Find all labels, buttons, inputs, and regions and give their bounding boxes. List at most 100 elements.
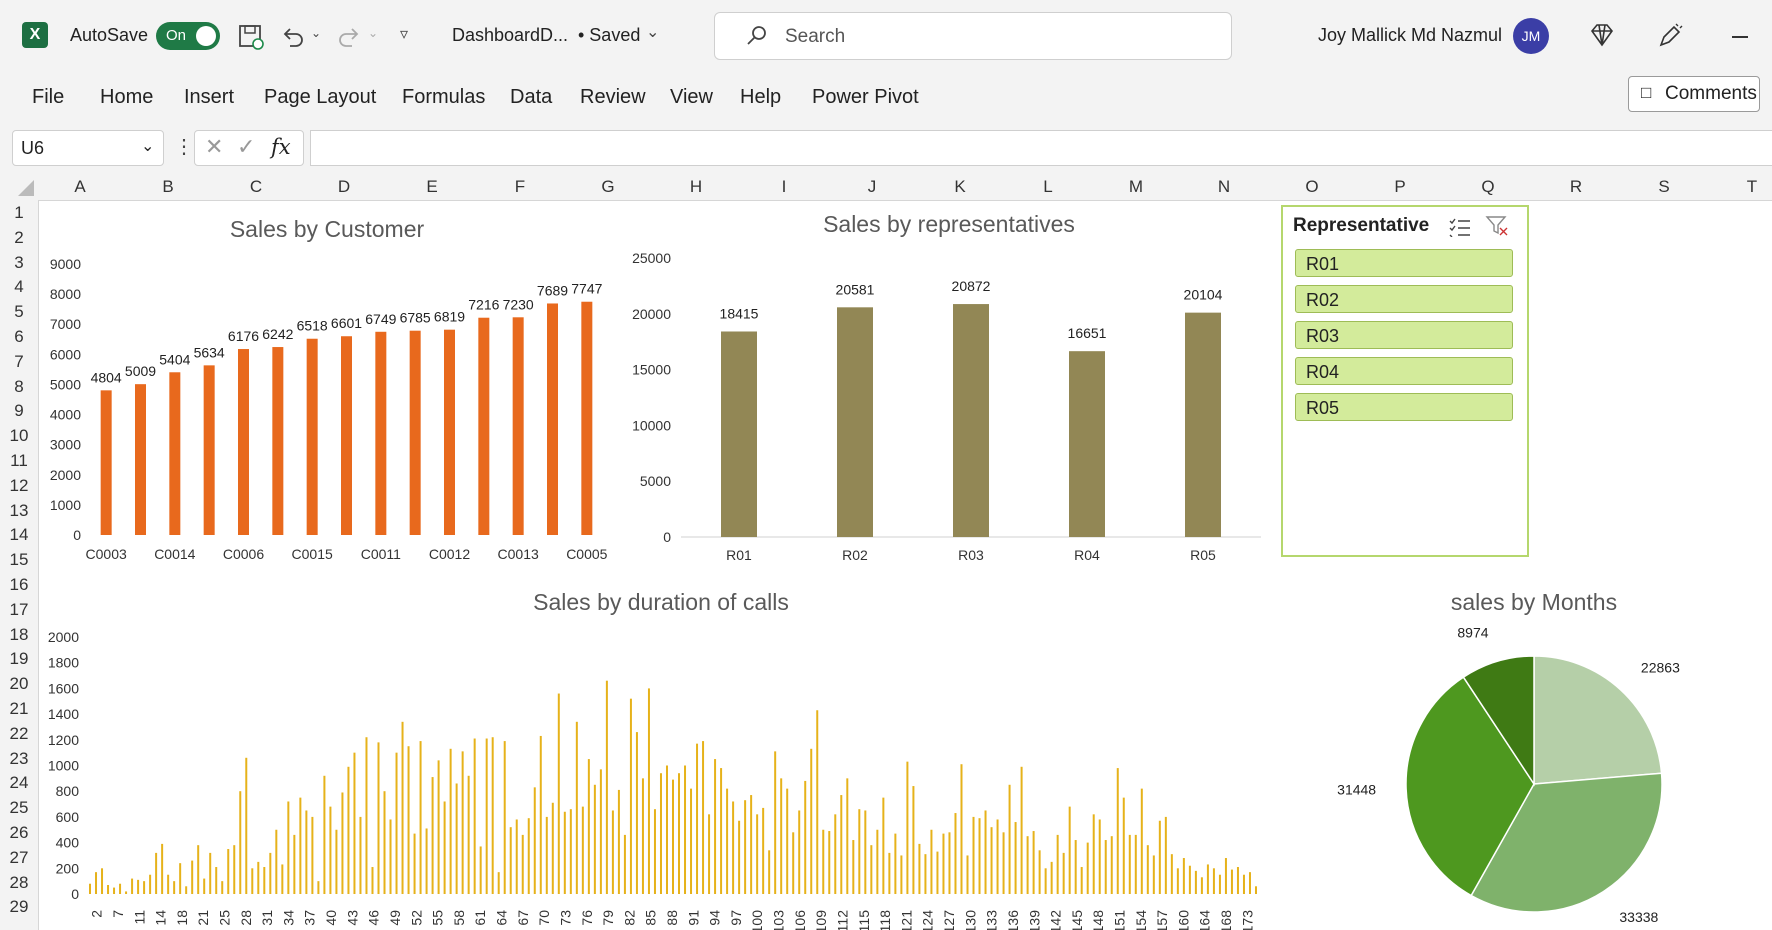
bar (984, 810, 987, 894)
cancel-icon[interactable]: ✕ (205, 134, 224, 159)
pen-icon[interactable] (1656, 22, 1684, 50)
menu-tab-page-layout[interactable]: Page Layout (264, 86, 377, 108)
redo-icon[interactable] (336, 24, 362, 50)
row-header-23[interactable]: 23 (9, 748, 29, 768)
row-header-7[interactable]: 7 (14, 351, 24, 371)
row-header-10[interactable]: 10 (9, 426, 29, 446)
column-header-s[interactable]: S (1658, 177, 1670, 196)
column-header-d[interactable]: D (337, 177, 351, 196)
row-header-4[interactable]: 4 (14, 277, 24, 297)
column-header-l[interactable]: L (1043, 177, 1053, 196)
saved-dropdown-icon[interactable]: ⌄ (646, 24, 660, 41)
bar (721, 331, 757, 537)
customize-toolbar-icon[interactable]: ▿ (400, 26, 409, 43)
sales-by-months-chart[interactable]: sales by Months 22863 33338 31448 8974 (1290, 574, 1772, 930)
menu-tab-review[interactable]: Review (580, 86, 646, 108)
avatar[interactable]: JM (1513, 18, 1549, 54)
row-header-8[interactable]: 8 (14, 376, 24, 396)
row-header-1[interactable]: 1 (14, 203, 24, 222)
row-header-3[interactable]: 3 (14, 252, 24, 272)
row-header-21[interactable]: 21 (9, 699, 29, 718)
menu-tab-formulas[interactable]: Formulas (402, 86, 486, 108)
save-icon[interactable] (238, 24, 264, 50)
row-header-18[interactable]: 18 (9, 624, 29, 644)
column-header-b[interactable]: B (162, 177, 174, 196)
slicer-item-r05[interactable]: R05 (1295, 393, 1513, 421)
column-header-k[interactable]: K (954, 177, 966, 196)
column-header-n[interactable]: N (1217, 177, 1231, 196)
row-header-27[interactable]: 27 (9, 847, 29, 867)
menu-tab-view[interactable]: View (670, 86, 713, 108)
slicer-item-r03[interactable]: R03 (1295, 321, 1513, 349)
user-name[interactable]: Joy Mallick Md Nazmul (1318, 25, 1503, 45)
row-header-22[interactable]: 22 (9, 723, 29, 743)
row-header-26[interactable]: 26 (9, 823, 29, 842)
column-header-g[interactable]: G (601, 177, 615, 196)
menu-tab-insert[interactable]: Insert (184, 86, 235, 108)
sales-by-representatives-chart[interactable]: Sales by representatives 0 5000 10000 15000 2… (619, 201, 1269, 571)
search-box[interactable]: Search (714, 12, 1232, 60)
undo-icon[interactable] (280, 24, 306, 50)
row-header-2[interactable]: 2 (14, 227, 24, 247)
select-all-icon[interactable] (18, 180, 34, 196)
sales-by-customer-chart[interactable]: Sales by Customer 0 1000 2000 3000 4000 5000 60… (39, 201, 619, 571)
saved-status[interactable]: • Saved (578, 25, 641, 45)
column-header-f[interactable]: F (514, 177, 526, 196)
bar (1069, 351, 1105, 537)
row-header-24[interactable]: 24 (9, 773, 29, 793)
row-header-14[interactable]: 14 (9, 525, 29, 545)
row-header-5[interactable]: 5 (14, 302, 24, 322)
row-header-29[interactable]: 29 (9, 897, 29, 917)
row-header-28[interactable]: 28 (9, 872, 29, 892)
undo-dropdown-icon[interactable]: ⌄ (311, 26, 322, 40)
row-header-15[interactable]: 15 (9, 550, 29, 570)
column-header-i[interactable]: I (781, 177, 787, 196)
row-header-11[interactable]: 11 (10, 451, 28, 470)
slicer-item-r04[interactable]: R04 (1295, 357, 1513, 385)
column-header-e[interactable]: E (426, 177, 438, 196)
sales-by-duration-chart[interactable]: Sales by duration of calls 0 200 400 600 800 1… (39, 574, 1274, 930)
column-header-q[interactable]: Q (1481, 177, 1495, 196)
column-header-o[interactable]: O (1305, 177, 1319, 196)
slicer-item-r02[interactable]: R02 (1295, 285, 1513, 313)
row-header-12[interactable]: 12 (9, 475, 29, 495)
multi-select-icon[interactable] (1449, 217, 1471, 237)
column-header-c[interactable]: C (249, 177, 263, 196)
comments-button[interactable]: □ Comments (1628, 76, 1760, 112)
row-header-6[interactable]: 6 (14, 327, 24, 346)
row-header-19[interactable]: 19 (9, 649, 29, 669)
file-name[interactable]: DashboardD... (452, 25, 569, 45)
menu-tab-power-pivot[interactable]: Power Pivot (812, 86, 919, 108)
formula-input[interactable] (310, 130, 1772, 166)
row-header-20[interactable]: 20 (9, 674, 29, 694)
column-header-h[interactable]: H (689, 177, 703, 196)
diamond-icon[interactable] (1588, 22, 1616, 48)
column-header-m[interactable]: M (1128, 177, 1144, 196)
confirm-icon[interactable]: ✓ (237, 134, 256, 159)
column-header-a[interactable]: A (74, 177, 86, 196)
insert-function-icon[interactable]: fx (271, 135, 291, 159)
representative-slicer[interactable]: Representative R01 R02 R03 R04 R05 (1281, 205, 1529, 557)
autosave-toggle[interactable]: On (156, 22, 220, 50)
menu-tab-help[interactable]: Help (740, 86, 782, 108)
minimize-icon[interactable] (1732, 36, 1748, 38)
row-header-25[interactable]: 25 (9, 798, 29, 818)
more-options-icon[interactable]: ⋮ (174, 136, 194, 158)
row-header-17[interactable]: 17 (9, 599, 29, 619)
clear-filter-icon[interactable] (1485, 215, 1509, 237)
column-header-j[interactable]: J (867, 177, 877, 196)
row-header-13[interactable]: 13 (9, 500, 29, 520)
column-header-r[interactable]: R (1569, 177, 1583, 196)
chevron-down-icon[interactable]: ⌄ (141, 138, 155, 155)
row-header-16[interactable]: 16 (9, 575, 29, 594)
row-header-9[interactable]: 9 (14, 401, 24, 421)
menu-tab-file[interactable]: File (32, 86, 65, 108)
menu-tab-home[interactable]: Home (100, 86, 154, 108)
column-header-t[interactable]: T (1746, 177, 1758, 196)
name-box[interactable]: U6 ⌄ (12, 130, 164, 166)
excel-logo-icon[interactable]: X (22, 22, 48, 48)
column-header-p[interactable]: P (1394, 177, 1406, 196)
slicer-item-r01[interactable]: R01 (1295, 249, 1513, 277)
menu-tab-data[interactable]: Data (510, 86, 553, 108)
redo-dropdown-icon[interactable]: ⌄ (368, 26, 379, 40)
